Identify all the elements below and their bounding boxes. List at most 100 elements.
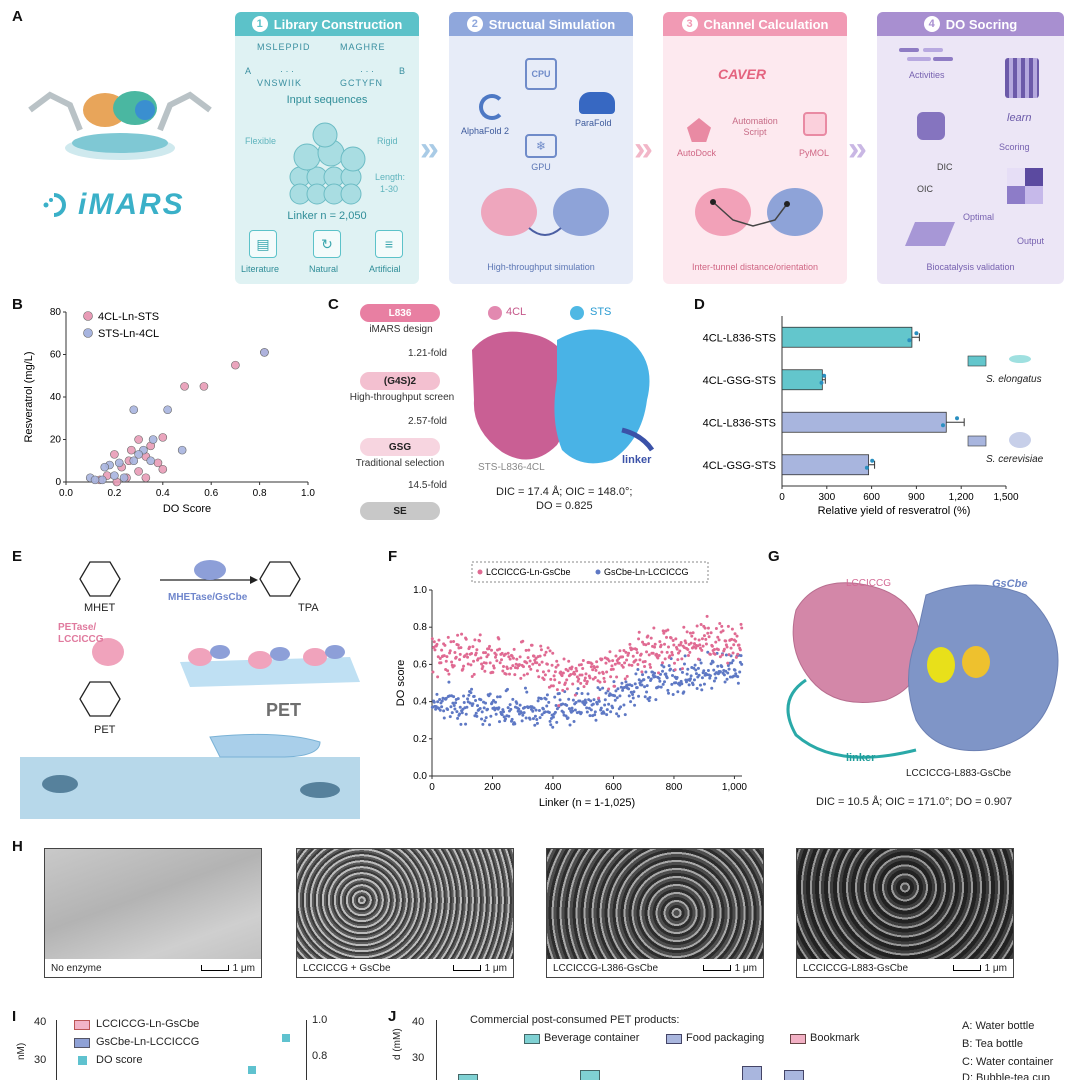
data-point	[609, 710, 613, 714]
data-point	[736, 652, 740, 656]
data-point	[523, 686, 527, 690]
data-point	[740, 662, 744, 666]
data-point	[523, 705, 527, 709]
data-point	[721, 629, 725, 633]
data-point	[557, 681, 561, 685]
data-point	[519, 676, 523, 680]
data-point	[533, 714, 537, 718]
data-point	[695, 686, 699, 690]
data-point	[458, 705, 462, 709]
data-point	[438, 657, 442, 661]
data-point	[463, 654, 467, 658]
data-point	[705, 614, 709, 618]
data-point	[732, 643, 736, 647]
neural-network-icon	[1005, 58, 1039, 98]
panel-j-axis	[436, 1020, 437, 1080]
data-point	[633, 703, 637, 707]
data-point	[597, 671, 601, 675]
y-tick-label: 0.6	[413, 659, 427, 670]
panel-i-right-tick-08: 0.8	[312, 1050, 328, 1062]
data-point	[680, 682, 684, 686]
data-point	[704, 637, 708, 641]
data-point	[450, 660, 454, 664]
data-point	[539, 644, 543, 648]
chart-b-scatter: 0.0 0.2 0.4 0.6 0.8 1.0 0 20 40 60 80 DO Score Resve…	[23, 307, 315, 515]
data-point	[669, 667, 673, 671]
data-point	[512, 647, 516, 651]
database-icon	[917, 112, 945, 140]
data-point	[571, 682, 575, 686]
data-point	[470, 687, 474, 691]
parafold-label: ParaFold	[575, 118, 612, 128]
sem-caption: LCCICCG + GsCbe 1 μm	[297, 959, 513, 977]
data-point	[656, 656, 660, 660]
data-point	[459, 646, 463, 650]
y-tick-label: 20	[50, 435, 62, 446]
data-point	[460, 632, 464, 636]
data-point	[445, 655, 449, 659]
linker-label-g: linker	[846, 752, 876, 764]
scoring-label: Scoring	[999, 142, 1030, 152]
data-point	[575, 669, 579, 673]
data-point	[439, 661, 443, 665]
data-point	[527, 648, 531, 652]
data-point	[480, 717, 484, 721]
data-point	[573, 672, 577, 676]
data-point	[613, 698, 617, 702]
data-point	[483, 669, 487, 673]
do-score-point	[248, 1066, 256, 1074]
data-point	[484, 661, 488, 665]
linker-label-c: linker	[622, 454, 652, 466]
data-point	[676, 690, 680, 694]
data-point	[490, 648, 494, 652]
sequence-a2: VNSWIIK	[257, 78, 303, 88]
data-point	[551, 715, 555, 719]
channel-caption: Inter-tunnel distance/orientation	[691, 262, 819, 272]
data-point	[638, 658, 642, 662]
data-point	[456, 643, 460, 647]
high-throughput-screen-label: High-throughput screen	[349, 392, 455, 403]
data-point	[689, 674, 693, 678]
fold-2: 2.57-fold	[408, 416, 447, 427]
data-point	[488, 692, 492, 696]
data-point	[530, 643, 534, 647]
organism-s-cerevisiae: S. cerevisiae	[986, 454, 1044, 465]
legend-lcc-gscbe: LCCICCG-Ln-GsCbe	[96, 1018, 200, 1030]
data-point	[605, 670, 609, 674]
data-point	[697, 638, 701, 642]
data-point	[488, 644, 492, 648]
data-point	[552, 674, 556, 678]
data-point	[726, 624, 730, 628]
data-point	[509, 707, 513, 711]
data-point	[695, 624, 699, 628]
data-point	[456, 633, 460, 637]
data-point	[432, 640, 436, 644]
data-point	[487, 647, 491, 651]
data-point	[569, 672, 573, 676]
data-point	[466, 697, 470, 701]
data-point	[454, 655, 458, 659]
script-label: Script	[743, 127, 767, 137]
data-point	[199, 382, 209, 391]
data-point	[649, 677, 653, 681]
y-tick-label: 0.2	[413, 734, 427, 745]
data-point	[694, 646, 698, 650]
data-point	[557, 704, 561, 708]
data-point	[231, 360, 240, 370]
panel-label-g: G	[768, 548, 780, 565]
data-point	[645, 650, 649, 654]
data-point	[540, 660, 544, 664]
panel-i-ytick-30: 30	[34, 1054, 47, 1066]
data-point	[594, 718, 598, 722]
panel-label-i: I	[12, 1008, 17, 1025]
data-point	[561, 710, 565, 714]
data-point	[633, 682, 637, 686]
data-point	[596, 686, 600, 690]
data-point	[671, 638, 675, 642]
heatmap-icon	[1007, 168, 1043, 204]
data-point	[494, 700, 498, 704]
replicate-dot	[864, 465, 869, 470]
organism-box-icon	[967, 435, 987, 447]
data-point	[657, 685, 661, 689]
data-point	[459, 722, 463, 726]
